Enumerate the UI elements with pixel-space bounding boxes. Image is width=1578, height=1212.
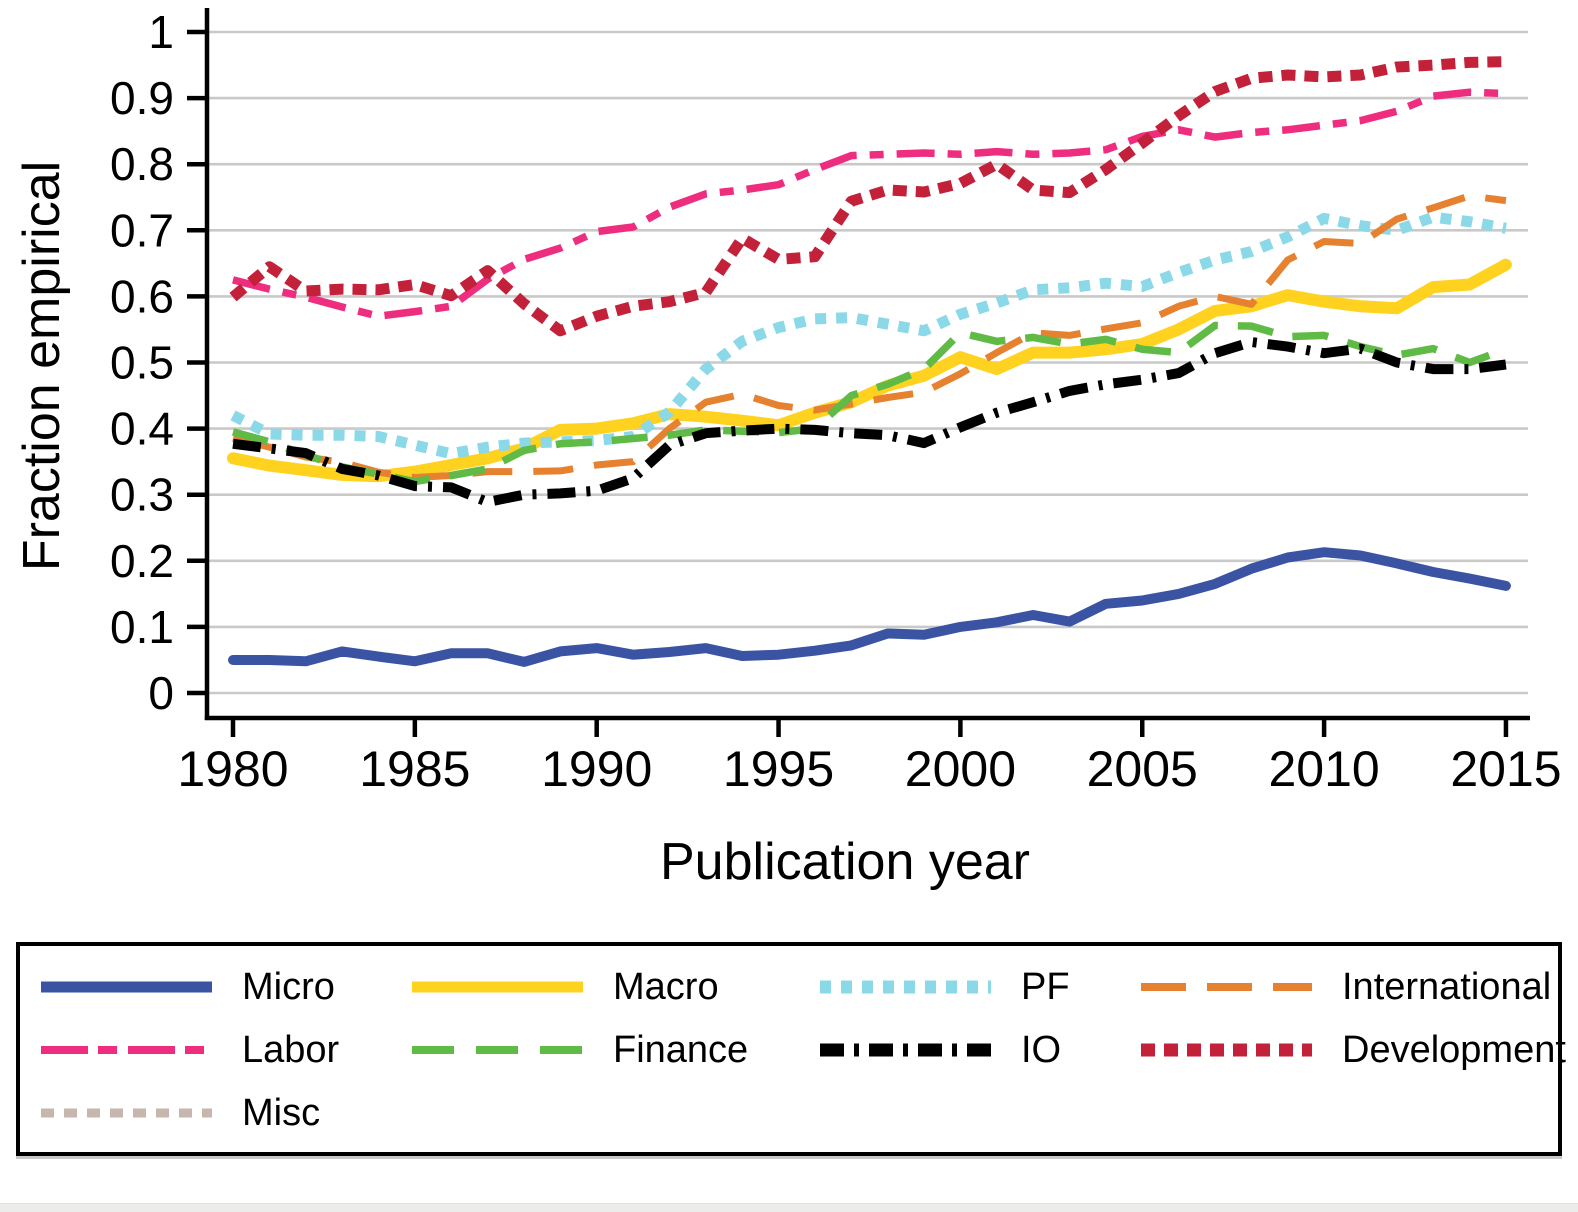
series-line-development: [229, 56, 1507, 337]
y-tick-label: 1: [148, 6, 174, 58]
x-tick-label: 2000: [905, 741, 1016, 797]
y-tick-label: 0.2: [110, 535, 174, 587]
legend-swatch-micro: [41, 981, 212, 993]
x-tick-label: 1990: [541, 741, 652, 797]
y-axis-title: Fraction empirical: [13, 160, 71, 572]
legend-label-labor: Labor: [242, 1029, 340, 1071]
x-axis-title: Publication year: [660, 833, 1030, 891]
legend-swatch-misc: [41, 1108, 212, 1118]
series-line-io: [232, 337, 1507, 507]
series-line-micro: [228, 547, 1511, 667]
legend-item-development: Development: [1141, 1029, 1566, 1071]
legend-label-misc: Misc: [242, 1092, 321, 1134]
legend-item-international: International: [1141, 966, 1552, 1008]
x-tick-label: 1980: [177, 741, 288, 797]
legend-swatch-pf: [820, 980, 991, 994]
legend: Micro Macro PF International Labor Finance IO D…: [16, 942, 1566, 1156]
legend-item-micro: Micro: [41, 966, 335, 1008]
legend-label-io: IO: [1021, 1029, 1062, 1071]
legend-swatch-macro: [412, 981, 583, 993]
y-tick-label: 0: [148, 667, 174, 719]
series-line-pf: [230, 211, 1507, 460]
legend-item-misc: Misc: [41, 1092, 321, 1134]
y-tick-label: 0.8: [110, 138, 174, 190]
x-tick-label: 2015: [1450, 741, 1561, 797]
bottom-strip: [0, 1203, 1578, 1212]
legend-item-finance: Finance: [412, 1029, 749, 1071]
legend-item-io: IO: [820, 1029, 1062, 1071]
y-tick-label: 0.6: [110, 270, 174, 322]
gridlines: [209, 30, 1528, 695]
x-tick-label: 1985: [359, 741, 470, 797]
legend-item-macro: Macro: [412, 966, 719, 1008]
y-tick-label: 0.1: [110, 601, 174, 653]
y-tick-label: 0.3: [110, 469, 174, 521]
x-tick-label: 1995: [723, 741, 834, 797]
series-line-finance: [232, 321, 1508, 486]
legend-label-international: International: [1342, 966, 1552, 1008]
legend-swatch-international: [1141, 983, 1312, 991]
legend-label-micro: Micro: [242, 966, 335, 1008]
y-tick-label: 0.7: [110, 204, 174, 256]
legend-label-macro: Macro: [613, 966, 719, 1008]
y-axis: 0 0.1 0.2 0.3 0.4 0.5 0.6 0.7 0.8 0.9 1: [110, 6, 207, 719]
y-tick-label: 0.4: [110, 403, 174, 455]
x-tick-label: 2010: [1268, 741, 1379, 797]
y-tick-label: 0.5: [110, 337, 174, 389]
y-tick-label: 0.9: [110, 72, 174, 124]
legend-label-development: Development: [1342, 1029, 1566, 1071]
legend-swatch-development: [1141, 1043, 1312, 1057]
legend-item-labor: Labor: [41, 1029, 340, 1071]
legend-swatch-io: [820, 1043, 991, 1057]
legend-label-pf: PF: [1021, 966, 1070, 1008]
series-line-macro: [227, 258, 1512, 483]
legend-item-pf: PF: [820, 966, 1070, 1008]
legend-swatch-labor: [41, 1046, 212, 1054]
series-line-international: [232, 192, 1507, 481]
x-tick-label: 2005: [1087, 741, 1198, 797]
legend-swatch-finance: [412, 1046, 583, 1054]
chart-canvas: 0 0.1 0.2 0.3 0.4 0.5 0.6 0.7 0.8 0.9 1 1980 1985 199…: [110, 6, 1562, 797]
legend-label-finance: Finance: [613, 1029, 749, 1071]
series-line-labor: [232, 88, 1507, 320]
x-axis: 1980 1985 1990 1995 2000 2005 2010 2015: [177, 718, 1562, 797]
